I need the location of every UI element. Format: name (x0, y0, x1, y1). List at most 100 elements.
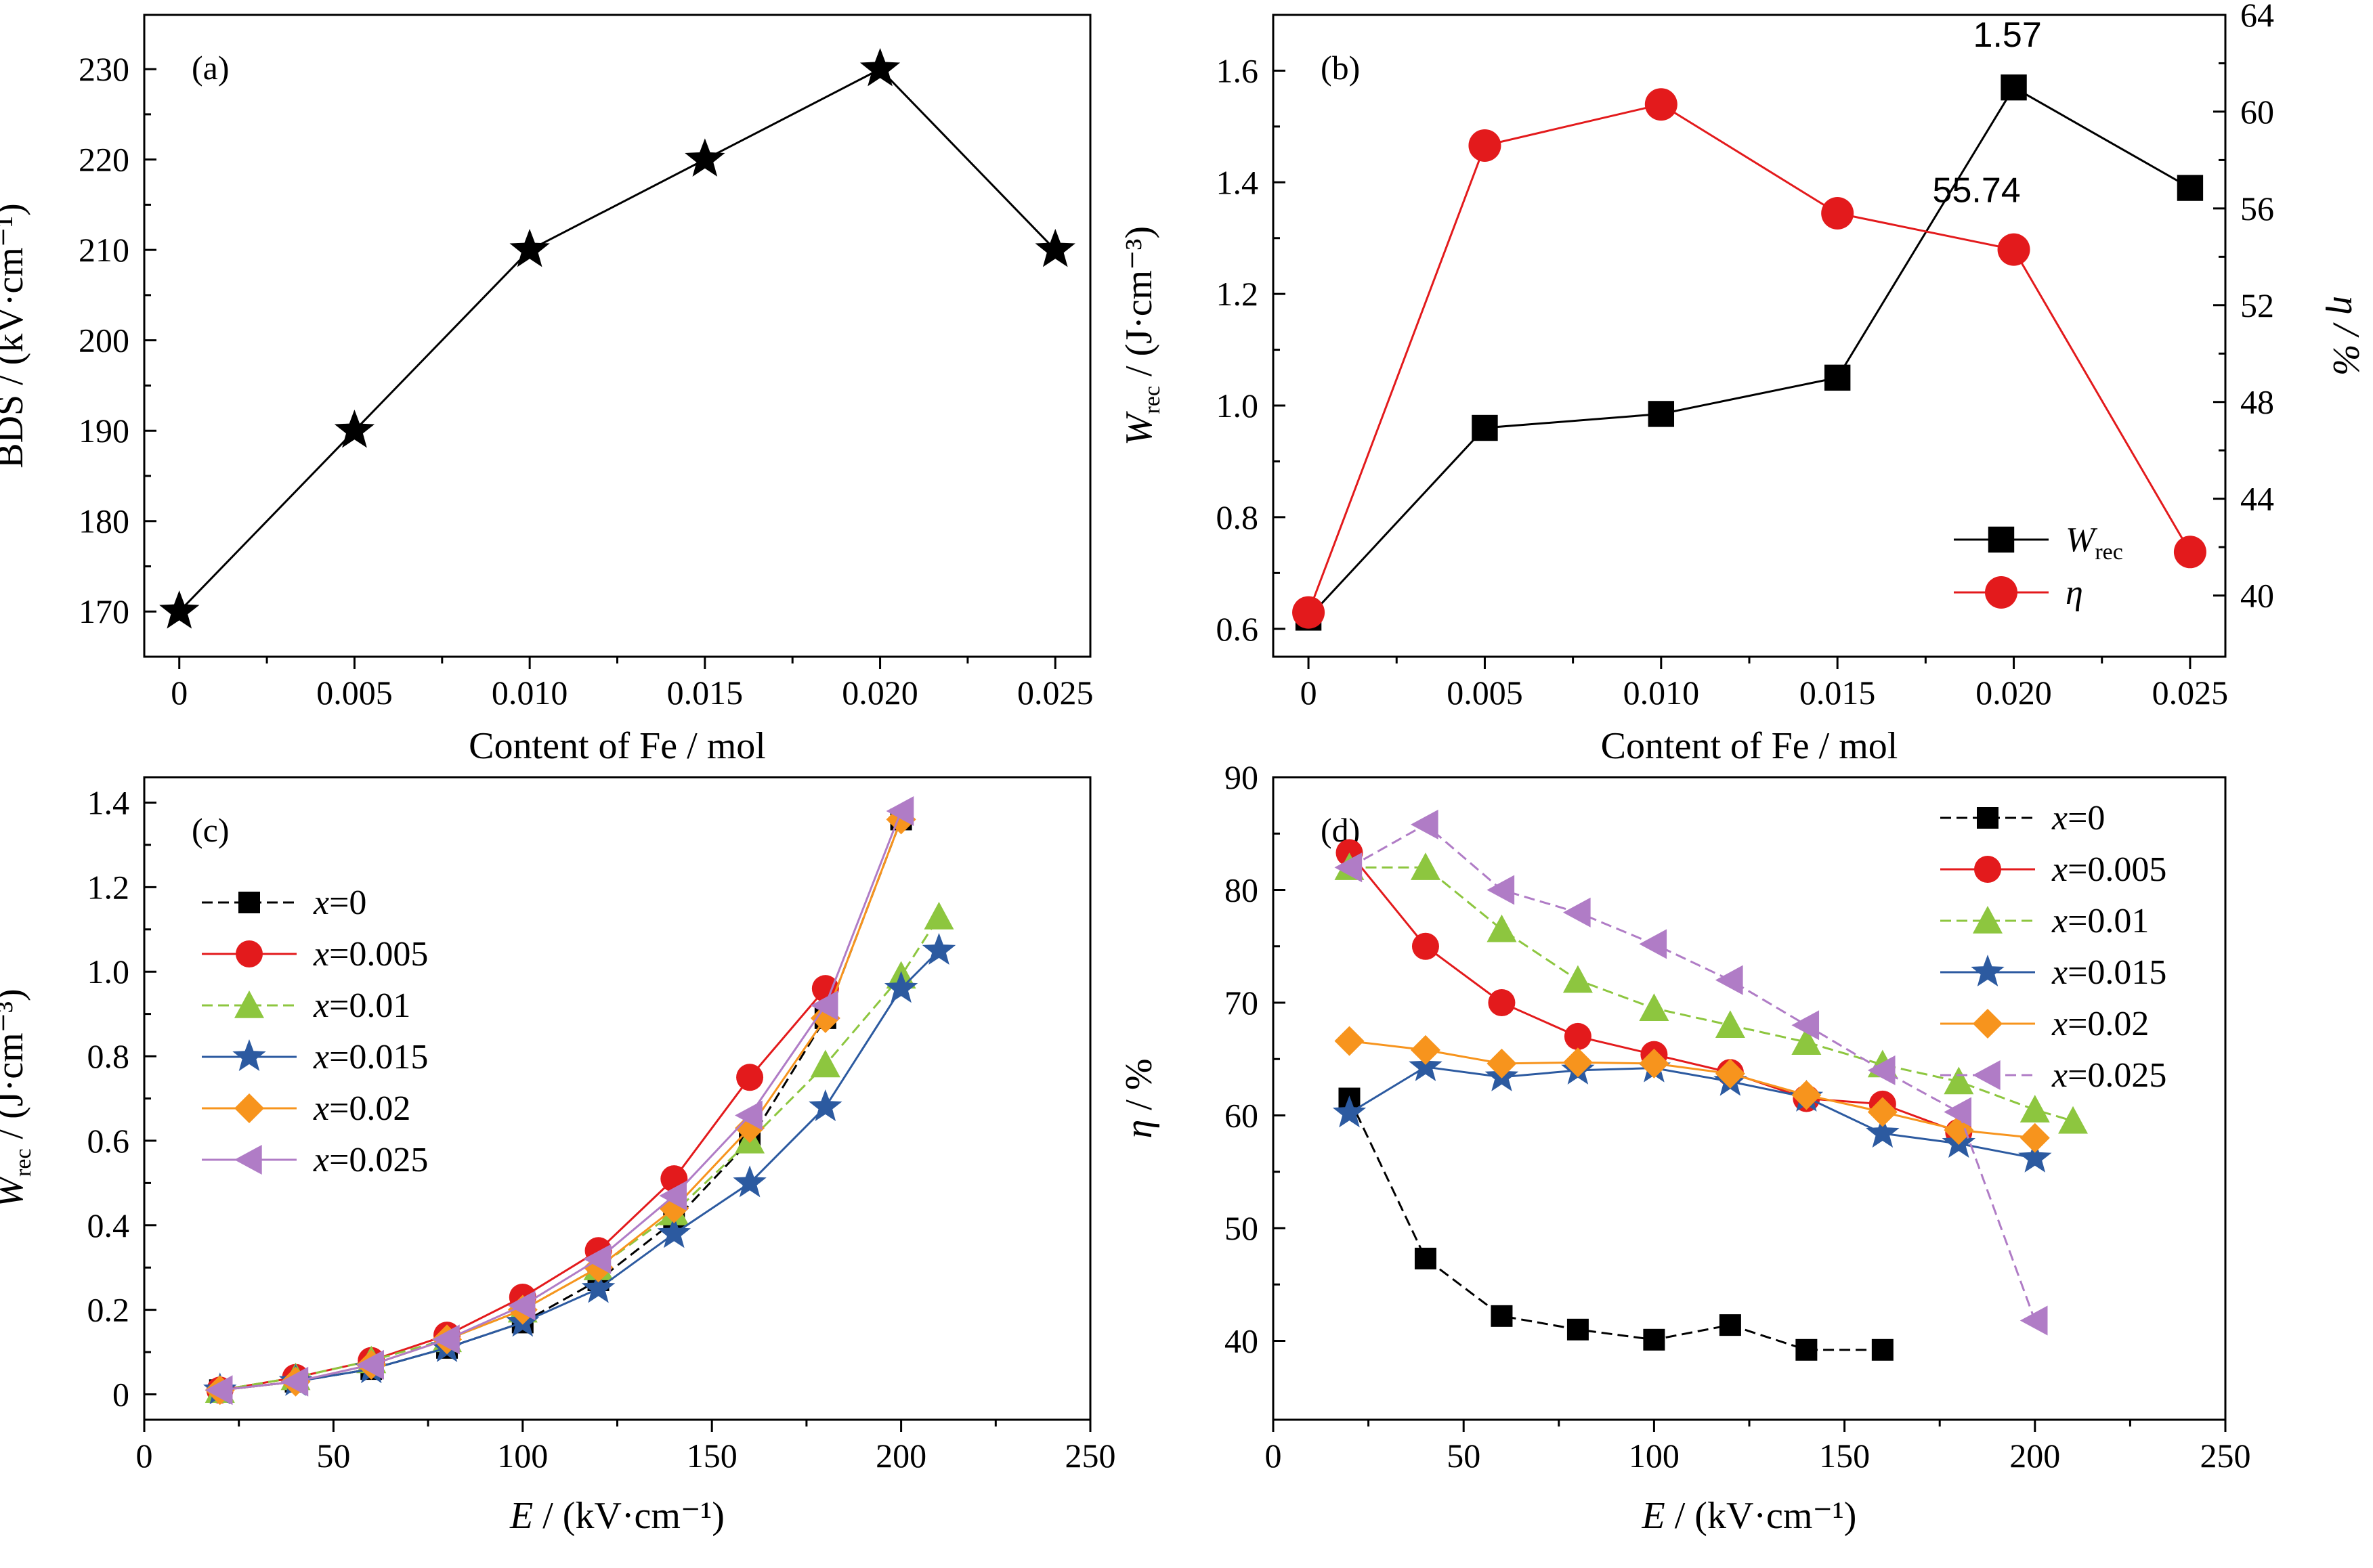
data-point (1795, 1338, 1818, 1361)
data-point (280, 1366, 309, 1397)
legend-label-value: =0.025 (2068, 1056, 2166, 1095)
data-point (810, 1049, 840, 1078)
x-axis-label-var: E (509, 1495, 533, 1537)
data-label: 55.74 (1933, 171, 2021, 211)
data-point (1791, 1010, 1820, 1041)
data-point (1715, 1058, 1745, 1089)
legend-marker (1971, 955, 2005, 986)
legend-label: x=0.01 (2051, 902, 2149, 940)
data-point (1292, 596, 1325, 629)
x-tick-label: 50 (1447, 1437, 1480, 1475)
series-1 (1335, 839, 1973, 1146)
data-point (1468, 129, 1501, 162)
x-tick-label: 0.015 (667, 674, 744, 712)
y-tick-label: 40 (1224, 1322, 1258, 1359)
legend-label-var: x (313, 1038, 329, 1076)
y-axis-label-var: W (1118, 411, 1160, 445)
legend-marker (1985, 576, 2017, 609)
legend-label-var: η (2066, 573, 2083, 612)
chart-panel-b: 0 0.005 0.010 0.015 0.020 0.025 0.6 0.8 1.0 1.2 1.… (1118, 0, 2367, 767)
panel-label: (a) (192, 49, 230, 87)
legend-label: x=0.005 (2051, 850, 2166, 889)
y-tick-label: 1.0 (87, 953, 130, 990)
y-tick-label: 1.2 (1216, 275, 1259, 313)
legend-marker (1974, 856, 2001, 883)
y-axis-label-var: η (1118, 1120, 1160, 1139)
y2-tick-label: 60 (2240, 93, 2274, 131)
legend-label-value: =0.015 (2068, 953, 2166, 992)
y-tick-label: 0.8 (87, 1037, 130, 1075)
y-tick-label: 190 (79, 412, 129, 450)
y-tick-label: 1.0 (1216, 387, 1259, 424)
legend-label: η (2066, 573, 2083, 612)
data-point (1867, 1055, 1896, 1085)
y2-tick-label: 56 (2240, 190, 2274, 227)
y-tick-label: 200 (79, 322, 129, 360)
data-point (1487, 875, 1515, 905)
data-point (859, 47, 901, 87)
legend-label: x=0.015 (313, 1038, 428, 1076)
legend-marker (234, 1145, 262, 1175)
series-line (1348, 1097, 1883, 1351)
data-point (1997, 233, 2030, 266)
series-1 (1292, 88, 2206, 629)
panel-label: (b) (1321, 49, 1360, 87)
legend-label-var: x (2051, 902, 2068, 940)
legend-label-var: x (313, 1089, 329, 1128)
x-tick-label: 0 (171, 674, 188, 712)
y2-tick-label: 64 (2240, 0, 2274, 34)
y-axis-label: BDS / (kV·cm⁻¹) (0, 203, 31, 469)
legend-label: x=0.02 (2051, 1005, 2149, 1043)
x-tick-label: 0 (1265, 1437, 1282, 1475)
legend-label-value: =0 (329, 884, 366, 922)
legend-label-var: W (2066, 521, 2098, 559)
legend-marker (1988, 526, 2015, 553)
series-line (178, 68, 1056, 613)
legend-marker (234, 1093, 264, 1123)
y2-tick-label: 40 (2240, 577, 2274, 615)
legend-marker (1973, 1009, 2003, 1039)
series-4 (205, 804, 916, 1406)
data-point (2001, 74, 2027, 101)
data-point (1334, 1026, 1365, 1056)
data-point (1944, 1066, 1974, 1095)
x-tick-label: 0 (1300, 674, 1317, 712)
legend-label: x=0.025 (2051, 1056, 2166, 1095)
data-point (1821, 197, 1854, 230)
series-5 (205, 796, 914, 1406)
series-4 (1334, 1026, 2050, 1153)
x-tick-label: 0.010 (1623, 674, 1700, 712)
y-tick-label: 0.8 (1216, 498, 1259, 536)
series-0 (1338, 1087, 1894, 1361)
y-tick-label: 210 (79, 231, 129, 269)
data-point (1719, 1314, 1741, 1336)
legend-marker (232, 1039, 266, 1071)
y-axis-label: Wrec / (J·cm⁻³) (1118, 226, 1165, 445)
plot-frame (1272, 14, 2227, 658)
data-point (1487, 914, 1517, 942)
data-point (1414, 1247, 1436, 1269)
legend-label-value: =0.02 (2068, 1005, 2149, 1043)
x-tick-label: 200 (2009, 1437, 2060, 1475)
y-tick-label: 1.4 (1216, 163, 1259, 201)
legend-label: x=0 (313, 884, 366, 922)
data-point (1791, 1080, 1822, 1110)
data-point (334, 410, 375, 448)
y-axis-label: Wrec / (J·cm⁻³) (0, 988, 36, 1208)
legend-marker (1973, 1060, 2001, 1090)
y-tick-label: 1.4 (87, 783, 130, 821)
data-point (1410, 809, 1438, 840)
legend-label: Wrec (2066, 521, 2123, 565)
legend-label-value: =0.005 (2068, 850, 2166, 889)
series-2 (1334, 852, 2089, 1134)
y-axis-label: η / % (1118, 1059, 1160, 1139)
data-point (1411, 932, 1439, 960)
data-point (205, 1375, 233, 1406)
y-tick-label: 0.4 (87, 1206, 130, 1244)
y-tick-label: 180 (79, 502, 129, 540)
legend-label: x=0.025 (313, 1141, 428, 1179)
y2-axis-label: η / % (2325, 296, 2367, 376)
